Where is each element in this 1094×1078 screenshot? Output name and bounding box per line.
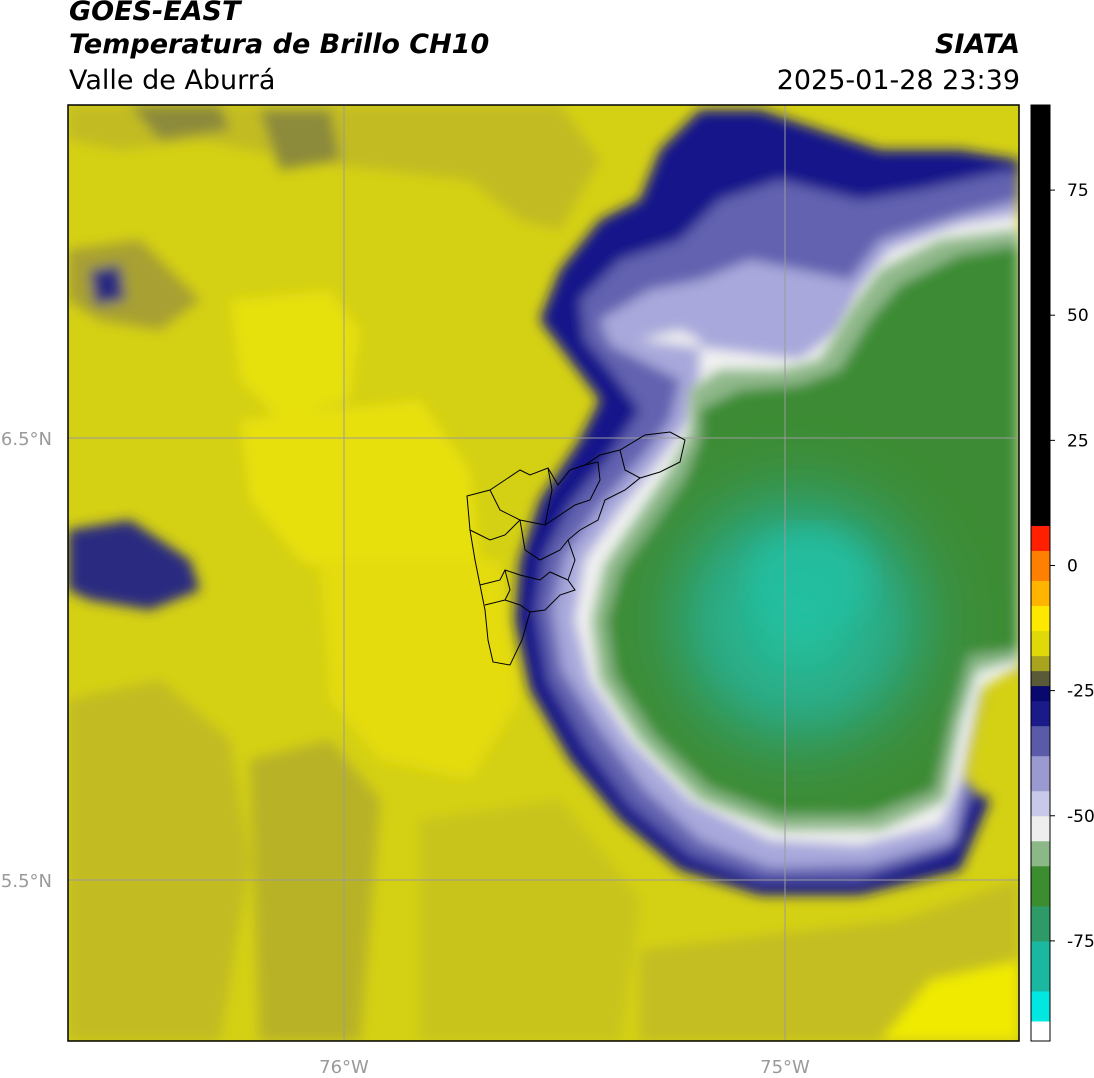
colorbar-tick-label: 0: [1067, 556, 1078, 576]
datetime-label: 2025-01-28 23:39: [776, 65, 1020, 96]
agency-label: SIATA: [934, 29, 1020, 60]
colorbar-segment: [1031, 550, 1050, 582]
municipal-border-8: [544, 467, 553, 526]
municipal-border-6: [504, 569, 511, 601]
colorbar-segment: [1031, 105, 1050, 526]
colorbar-segment: [1031, 1020, 1050, 1042]
colorbar-segment: [1031, 990, 1050, 1022]
olive-patches: [68, 105, 1019, 1041]
lat-tick-6-5n: 6.5°N: [1, 429, 52, 450]
municipal-border-3: [469, 519, 521, 541]
lon-tick-76w: 76°W: [319, 1057, 369, 1078]
colorbar-segment: [1031, 670, 1050, 687]
lon-tick-75w: 75°W: [760, 1057, 810, 1078]
municipal-border-7: [619, 449, 641, 479]
municipal-boundaries: [466, 431, 686, 666]
colorbar: [1031, 105, 1050, 1042]
bright-yellow-zones: [230, 290, 1019, 1041]
colorbar-frame: [1030, 104, 1051, 1042]
colorbar-tick-label: -75: [1067, 932, 1094, 952]
colorbar-segment: [1031, 790, 1050, 817]
colorbar-ticks: 75 50 25 0 -25 -50 -75: [1050, 181, 1094, 952]
municipal-border-4: [479, 569, 569, 586]
colorbar-segment: [1031, 685, 1050, 702]
colorbar-tick-label: 50: [1067, 306, 1089, 326]
coldest-spot: [750, 530, 870, 630]
map-frame: [67, 104, 1020, 1042]
colorbar-tick-label: 25: [1067, 431, 1089, 451]
colorbar-tick-label: -50: [1067, 807, 1094, 827]
colorbar-segment: [1031, 815, 1050, 842]
colorbar-segment: [1031, 525, 1050, 551]
colorbar-segment: [1031, 655, 1050, 672]
lat-tick-5-5n: 5.5°N: [1, 871, 52, 892]
satellite-title: GOES-EAST: [69, 0, 241, 27]
colorbar-segment: [1031, 630, 1050, 657]
colorbar-tick-label: 75: [1067, 181, 1089, 201]
region-label: Valle de Aburrá: [69, 65, 276, 96]
brightness-temperature-field: [68, 105, 1019, 1041]
valle-de-aburra-outline: [466, 431, 686, 666]
colorbar-segment: [1031, 940, 1050, 992]
colorbar-segment: [1031, 755, 1050, 792]
municipal-border-2: [519, 519, 569, 561]
colorbar-segment: [1031, 605, 1050, 632]
product-title: Temperatura de Brillo CH10: [69, 29, 490, 60]
gridlines: [68, 105, 1019, 1041]
colorbar-segment: [1031, 865, 1050, 907]
colorbar-tick-label: -25: [1067, 682, 1094, 702]
colorbar-segment: [1031, 580, 1050, 607]
municipal-border-5: [484, 599, 531, 613]
colorbar-segment: [1031, 725, 1050, 757]
colorbar-segment: [1031, 700, 1050, 727]
colorbar-segment: [1031, 905, 1050, 942]
colorbar-segment: [1031, 840, 1050, 867]
municipal-border-1: [489, 461, 601, 526]
